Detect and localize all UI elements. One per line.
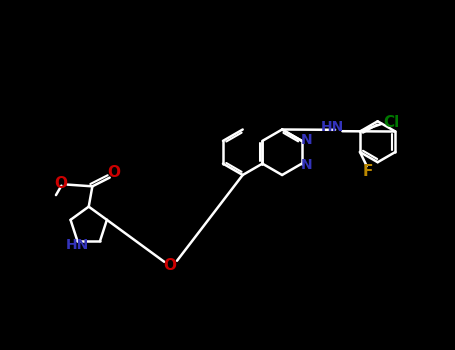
Text: Cl: Cl [384, 115, 400, 130]
Text: O: O [164, 259, 177, 273]
Text: HN: HN [66, 238, 89, 252]
Text: N: N [301, 133, 312, 147]
Text: HN: HN [321, 120, 344, 134]
Text: O: O [54, 176, 67, 191]
Text: N: N [301, 158, 312, 173]
Text: O: O [108, 165, 121, 180]
Text: F: F [363, 164, 373, 179]
